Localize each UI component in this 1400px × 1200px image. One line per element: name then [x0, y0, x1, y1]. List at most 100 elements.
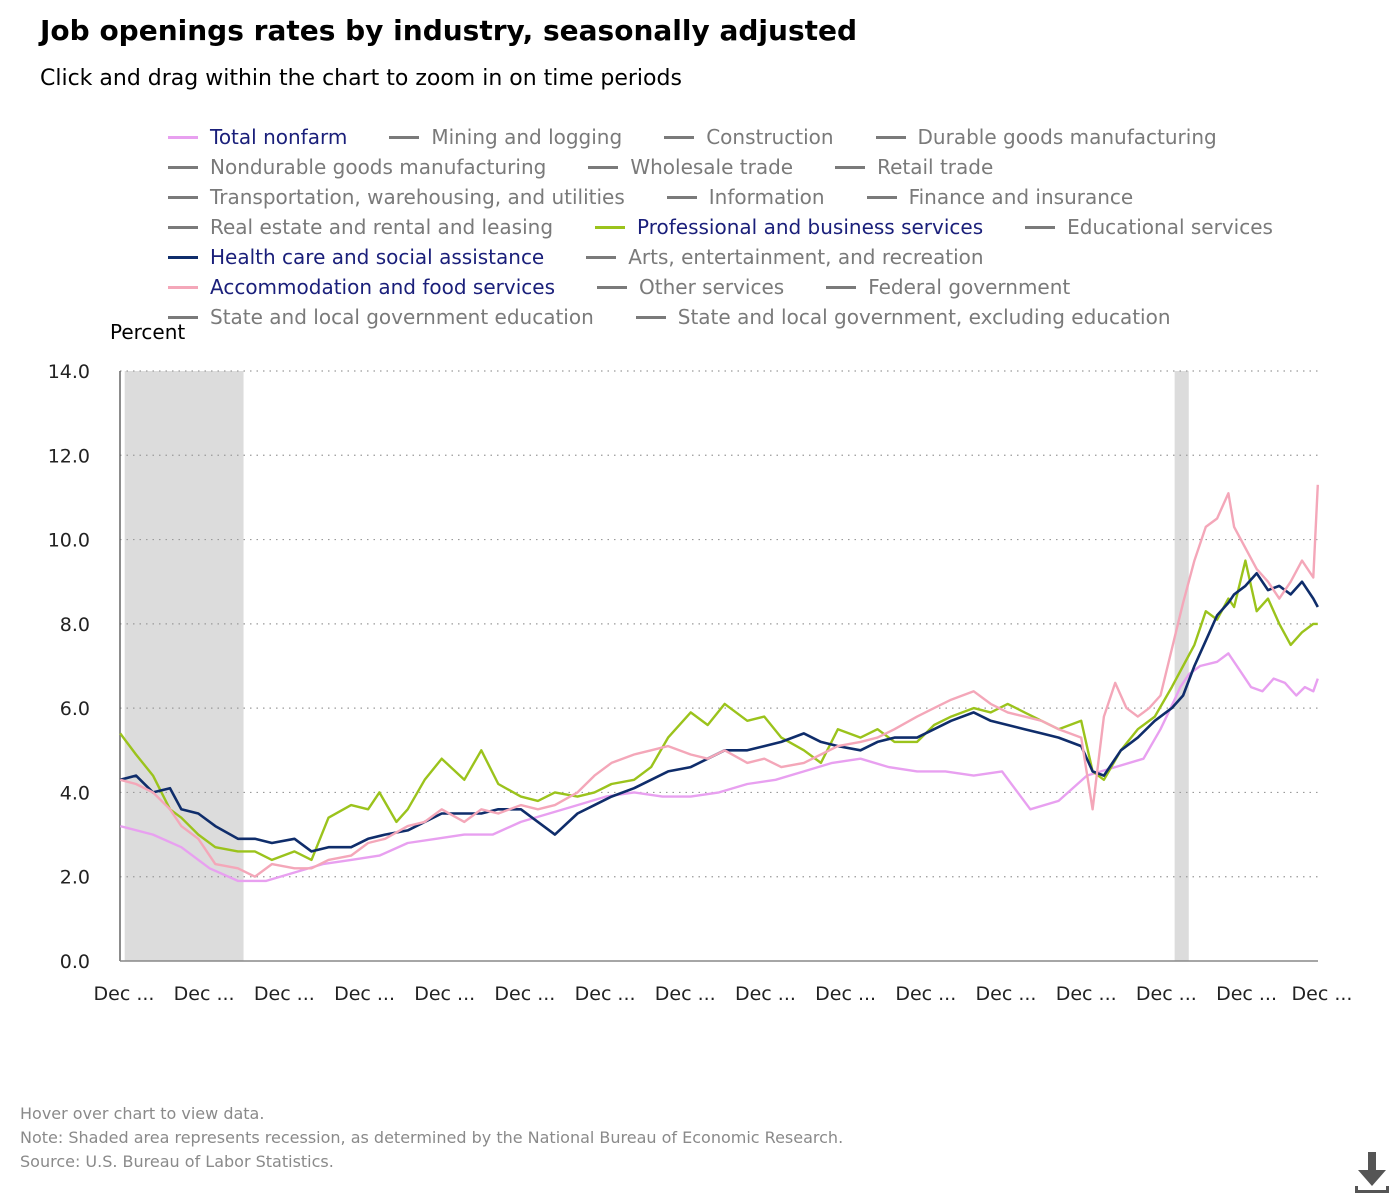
- legend-item[interactable]: Federal government: [826, 275, 1070, 299]
- x-tick-label: Dec ...: [94, 983, 155, 1005]
- x-tick-label: Dec ...: [1056, 983, 1117, 1005]
- legend-item[interactable]: Information: [666, 185, 825, 209]
- x-tick-label: Dec ...: [174, 983, 235, 1005]
- legend-swatch: [168, 195, 198, 199]
- legend-row: Real estate and rental and leasing Profes…: [168, 212, 1368, 242]
- legend-label: Finance and insurance: [908, 185, 1134, 209]
- legend-row: Accommodation and food services Other ser…: [168, 272, 1368, 302]
- legend-swatch: [168, 165, 198, 169]
- legend-label: Total nonfarm: [210, 125, 348, 149]
- legend-item[interactable]: Educational services: [1025, 215, 1273, 239]
- legend-item[interactable]: Retail trade: [835, 155, 993, 179]
- legend-swatch: [835, 165, 866, 169]
- legend-label: Mining and logging: [431, 125, 623, 149]
- legend-swatch: [866, 195, 897, 199]
- legend-item[interactable]: Finance and insurance: [866, 185, 1134, 209]
- recession-note: Note: Shaded area represents recession, …: [20, 1128, 844, 1147]
- legend-row: Nondurable goods manufacturing Wholesale …: [168, 152, 1368, 182]
- legend-swatch: [168, 285, 198, 289]
- legend-label: Transportation, warehousing, and utiliti…: [210, 185, 625, 209]
- legend-label: Durable goods manufacturing: [917, 125, 1217, 149]
- legend-item[interactable]: Real estate and rental and leasing: [168, 215, 553, 239]
- y-tick-label: 4.0: [60, 782, 90, 804]
- series-line: [119, 559, 1318, 862]
- legend-row: Transportation, warehousing, and utiliti…: [168, 182, 1368, 212]
- legend-swatch: [168, 315, 198, 319]
- legend-item[interactable]: Durable goods manufacturing: [875, 125, 1217, 149]
- legend-row: Health care and social assistance Arts, e…: [168, 242, 1368, 272]
- legend-item[interactable]: Accommodation and food services: [168, 275, 555, 299]
- x-tick-label: Dec ...: [815, 983, 876, 1005]
- legend-label: Wholesale trade: [630, 155, 794, 179]
- legend-label: Health care and social assistance: [210, 245, 545, 269]
- download-icon[interactable]: [1354, 1150, 1390, 1194]
- x-tick-label: Dec ...: [414, 983, 475, 1005]
- legend-item[interactable]: State and local government, excluding ed…: [635, 305, 1171, 329]
- legend-label: Construction: [706, 125, 834, 149]
- legend-item[interactable]: Transportation, warehousing, and utiliti…: [168, 185, 625, 209]
- y-tick-label: 12.0: [48, 445, 90, 467]
- legend-swatch: [826, 285, 857, 289]
- legend-label: Federal government: [868, 275, 1071, 299]
- legend-label: Real estate and rental and leasing: [210, 215, 554, 239]
- x-tick-label: Dec ...: [575, 983, 636, 1005]
- legend-item[interactable]: State and local government education: [168, 305, 594, 329]
- legend-swatch: [597, 285, 627, 289]
- legend-item[interactable]: Arts, entertainment, and recreation: [586, 245, 984, 269]
- series-line: [119, 652, 1319, 883]
- y-tick-label: 10.0: [48, 530, 90, 552]
- y-tick-label: 8.0: [60, 614, 90, 636]
- y-tick-label: 14.0: [48, 361, 90, 383]
- y-tick-label: 0.0: [60, 951, 90, 973]
- legend-label: Educational services: [1067, 215, 1273, 239]
- legend-swatch: [664, 135, 695, 139]
- legend-item[interactable]: Other services: [597, 275, 784, 299]
- legend-label: Arts, entertainment, and recreation: [628, 245, 984, 269]
- y-tick-label: 6.0: [60, 698, 90, 720]
- legend-swatch: [588, 165, 619, 169]
- y-axis-label: Percent: [110, 320, 186, 344]
- legend-label: Retail trade: [877, 155, 994, 179]
- x-tick-label: Dec ...: [976, 983, 1037, 1005]
- legend-label: Information: [708, 185, 825, 209]
- legend-item[interactable]: Wholesale trade: [588, 155, 793, 179]
- legend-item[interactable]: Construction: [664, 125, 834, 149]
- legend-swatch: [168, 135, 198, 139]
- legend-item[interactable]: Health care and social assistance: [168, 245, 544, 269]
- legend-label: State and local government education: [210, 305, 594, 329]
- series-line: [119, 484, 1319, 878]
- chart-notes: Hover over chart to view data. Note: Sha…: [20, 1102, 843, 1174]
- hover-hint: Hover over chart to view data.: [20, 1104, 265, 1123]
- y-tick-label: 2.0: [60, 867, 90, 889]
- x-tick-label: Dec ...: [735, 983, 796, 1005]
- legend-item[interactable]: Total nonfarm: [168, 125, 347, 149]
- recession-band: [124, 371, 244, 961]
- legend-label: Professional and business services: [637, 215, 984, 239]
- legend-swatch: [168, 225, 198, 229]
- legend: Total nonfarm Mining and logging Construct…: [168, 122, 1368, 332]
- source-note: Source: U.S. Bureau of Labor Statistics.: [20, 1152, 334, 1171]
- legend-item[interactable]: Nondurable goods manufacturing: [168, 155, 546, 179]
- recession-band: [1174, 371, 1189, 961]
- x-tick-label: Dec ...: [334, 983, 395, 1005]
- legend-swatch: [666, 195, 697, 199]
- legend-swatch: [168, 255, 198, 259]
- legend-item[interactable]: Professional and business services: [595, 215, 983, 239]
- legend-label: Accommodation and food services: [210, 275, 555, 299]
- x-tick-label: Dec ...: [1136, 983, 1197, 1005]
- x-tick-label: Dec ...: [1292, 983, 1353, 1005]
- legend-row: State and local government education Stat…: [168, 302, 1368, 332]
- x-tick-label: Dec ...: [895, 983, 956, 1005]
- x-tick-label: Dec ...: [1216, 983, 1277, 1005]
- line-chart[interactable]: 0.0 2.0 4.0 6.0 8.0 10.0 12.0 14.0 Dec ... Dec ..…: [0, 350, 1400, 1010]
- chart-subtitle: Click and drag within the chart to zoom …: [40, 66, 682, 91]
- series-line: [119, 571, 1319, 853]
- legend-label: State and local government, excluding ed…: [677, 305, 1171, 329]
- legend-swatch: [1025, 225, 1056, 229]
- legend-swatch: [595, 225, 626, 229]
- x-tick-label: Dec ...: [655, 983, 716, 1005]
- legend-label: Other services: [639, 275, 785, 299]
- legend-swatch: [586, 255, 617, 259]
- chart-title: Job openings rates by industry, seasonal…: [40, 14, 858, 47]
- legend-item[interactable]: Mining and logging: [389, 125, 622, 149]
